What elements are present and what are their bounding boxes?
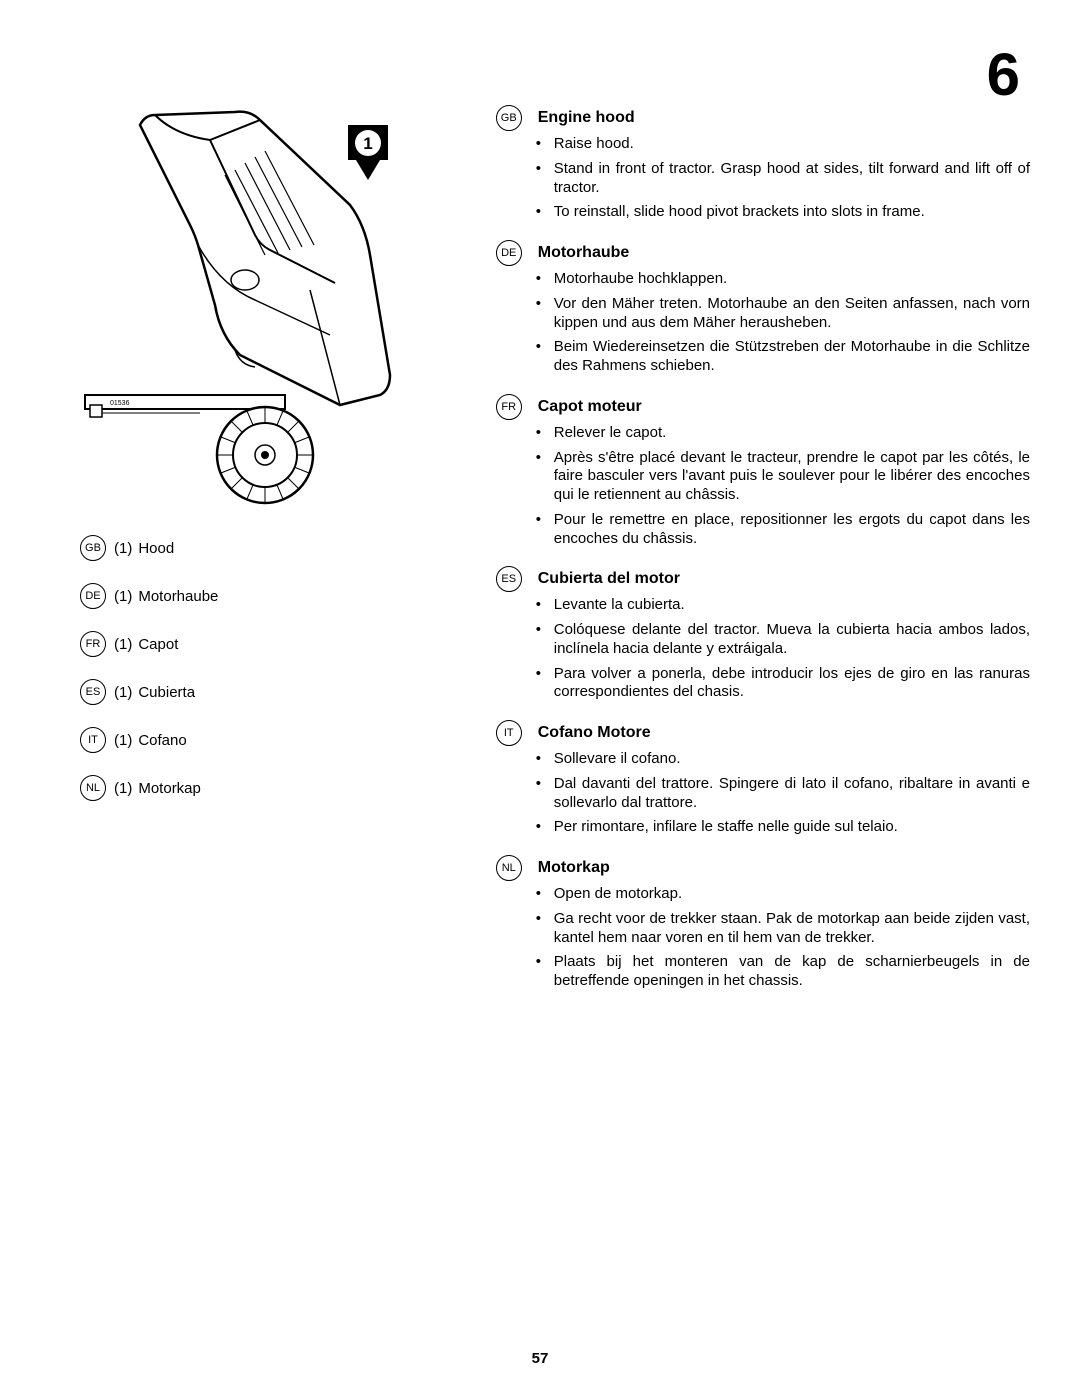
callout-arrow-icon: 1 [348,125,388,180]
instruction-item: Colóquese delante del tractor. Mueva la … [536,621,1030,659]
instruction-item: Après s'être placé devant le tracteur, p… [536,449,1030,505]
instruction-list: Levante la cubierta. Colóquese delante d… [496,596,1030,702]
section-gb: GB Engine hood Raise hood. Stand in fron… [496,105,1030,222]
instruction-item: Pour le remettre en place, repositionner… [536,511,1030,549]
lang-badge-de: DE [80,583,106,609]
legend-item: IT (1) Cofano [80,727,476,753]
instruction-list: Sollevare il cofano. Dal davanti del tra… [496,750,1030,837]
section-title: Motorkap [538,859,610,877]
part-number-label: 01536 [110,400,130,407]
lang-badge-it: IT [496,720,522,746]
legend-num: (1) [114,780,132,797]
manual-page: 6 [0,0,1080,1397]
instruction-item: Beim Wiedereinsetzen die Stützstreben de… [536,338,1030,376]
lang-badge-fr: FR [496,394,522,420]
instruction-list: Relever le capot. Après s'être placé dev… [496,424,1030,549]
instruction-item: Vor den Mäher treten. Motorhaube an den … [536,295,1030,333]
instruction-item: Sollevare il cofano. [536,750,1030,769]
section-nl: NL Motorkap Open de motorkap. Ga recht v… [496,855,1030,991]
instruction-list: Motorhaube hochklappen. Vor den Mäher tr… [496,270,1030,376]
instruction-item: Para volver a ponerla, debe introducir l… [536,665,1030,703]
section-fr: FR Capot moteur Relever le capot. Après … [496,394,1030,549]
section-header: IT Cofano Motore [496,720,1030,746]
right-column: GB Engine hood Raise hood. Stand in fron… [476,105,1030,1009]
section-de: DE Motorhaube Motorhaube hochklappen. Vo… [496,240,1030,376]
legend-label: Motorhaube [138,588,218,605]
section-header: NL Motorkap [496,855,1030,881]
instruction-item: Relever le capot. [536,424,1030,443]
content-columns: 01536 [50,40,1030,1009]
hood-figure: 01536 [80,105,440,505]
section-title: Engine hood [538,109,635,127]
legend-num: (1) [114,588,132,605]
instruction-item: Levante la cubierta. [536,596,1030,615]
legend-label: Cubierta [138,684,195,701]
legend-label: Capot [138,636,178,653]
instruction-item: Plaats bij het monteren van de kap de sc… [536,953,1030,991]
section-header: ES Cubierta del motor [496,566,1030,592]
legend-item: FR (1) Capot [80,631,476,657]
legend-num: (1) [114,540,132,557]
instruction-item: Open de motorkap. [536,885,1030,904]
section-header: DE Motorhaube [496,240,1030,266]
section-es: ES Cubierta del motor Levante la cubiert… [496,566,1030,702]
lang-badge-de: DE [496,240,522,266]
callout-number: 1 [363,134,372,153]
instruction-item: Dal davanti del trattore. Spingere di la… [536,775,1030,813]
lang-badge-gb: GB [80,535,106,561]
legend-item: ES (1) Cubierta [80,679,476,705]
instruction-list: Raise hood. Stand in front of tractor. G… [496,135,1030,222]
instruction-item: To reinstall, slide hood pivot brackets … [536,203,1030,222]
section-header: GB Engine hood [496,105,1030,131]
section-title: Cofano Motore [538,724,651,742]
instruction-item: Stand in front of tractor. Grasp hood at… [536,160,1030,198]
figure-legend: GB (1) Hood DE (1) Motorhaube FR (1) Cap… [80,535,476,801]
lang-badge-it: IT [80,727,106,753]
lang-badge-nl: NL [496,855,522,881]
lang-badge-es: ES [496,566,522,592]
page-number: 57 [0,1350,1080,1367]
tractor-hood-icon: 01536 [80,105,440,505]
legend-num: (1) [114,684,132,701]
section-title: Motorhaube [538,244,630,262]
instruction-item: Ga recht voor de trekker staan. Pak de m… [536,910,1030,948]
instruction-item: Per rimontare, infilare le staffe nelle … [536,818,1030,837]
legend-item: GB (1) Hood [80,535,476,561]
section-title: Capot moteur [538,398,642,416]
instruction-item: Raise hood. [536,135,1030,154]
legend-label: Motorkap [138,780,201,797]
instruction-list: Open de motorkap. Ga recht voor de trekk… [496,885,1030,991]
lang-badge-fr: FR [80,631,106,657]
lang-badge-gb: GB [496,105,522,131]
legend-item: NL (1) Motorkap [80,775,476,801]
legend-item: DE (1) Motorhaube [80,583,476,609]
legend-label: Cofano [138,732,186,749]
legend-label: Hood [138,540,174,557]
left-column: 01536 [50,105,476,1009]
lang-badge-es: ES [80,679,106,705]
legend-num: (1) [114,636,132,653]
legend-num: (1) [114,732,132,749]
chapter-number: 6 [987,40,1020,109]
section-title: Cubierta del motor [538,570,680,588]
section-header: FR Capot moteur [496,394,1030,420]
instruction-item: Motorhaube hochklappen. [536,270,1030,289]
lang-badge-nl: NL [80,775,106,801]
section-it: IT Cofano Motore Sollevare il cofano. Da… [496,720,1030,837]
